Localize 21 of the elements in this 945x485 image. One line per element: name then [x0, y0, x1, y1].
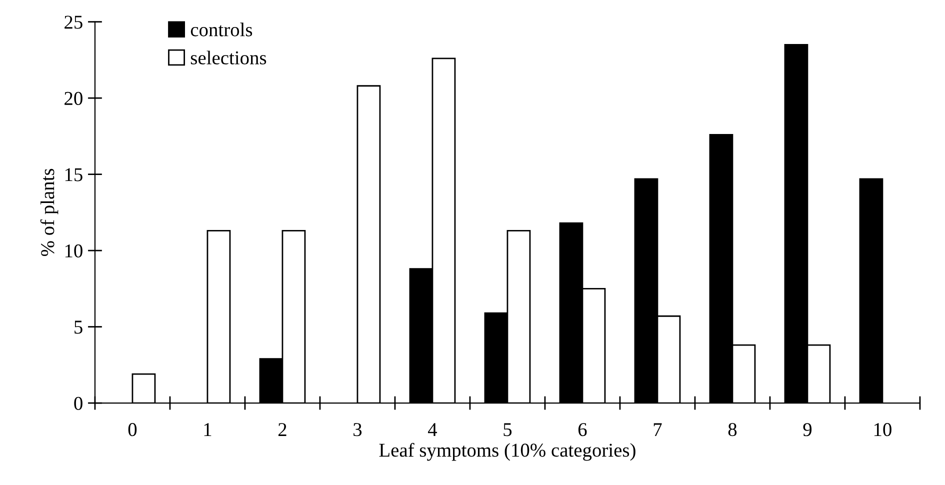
legend-label: selections	[190, 50, 266, 64]
x-tick-label: 8	[728, 423, 737, 436]
x-axis-title: Leaf symptoms (10% categories)	[379, 442, 636, 461]
y-axis-title: % of plants	[40, 168, 58, 256]
x-tick-label: 4	[428, 423, 438, 436]
y-tick-label: 0	[74, 396, 82, 410]
y-tick-label: 10	[65, 244, 82, 258]
y-tick-label: 5	[74, 320, 82, 334]
x-tick-label: 6	[578, 423, 587, 436]
x-tick-label: 7	[654, 423, 662, 436]
y-tick-label: 15	[65, 168, 82, 182]
x-tick-label: 2	[278, 423, 286, 436]
x-tick-label: 9	[803, 423, 812, 436]
x-tick-label: 0	[128, 423, 137, 436]
x-tick-label: 5	[504, 423, 512, 436]
x-tick-label: 10	[874, 423, 892, 436]
y-tick-label: 25	[64, 16, 82, 29]
x-tick-label: 1	[204, 423, 212, 436]
legend-label: controls	[190, 22, 252, 36]
y-tick-label: 20	[64, 92, 82, 106]
x-tick-label: 3	[354, 423, 362, 436]
